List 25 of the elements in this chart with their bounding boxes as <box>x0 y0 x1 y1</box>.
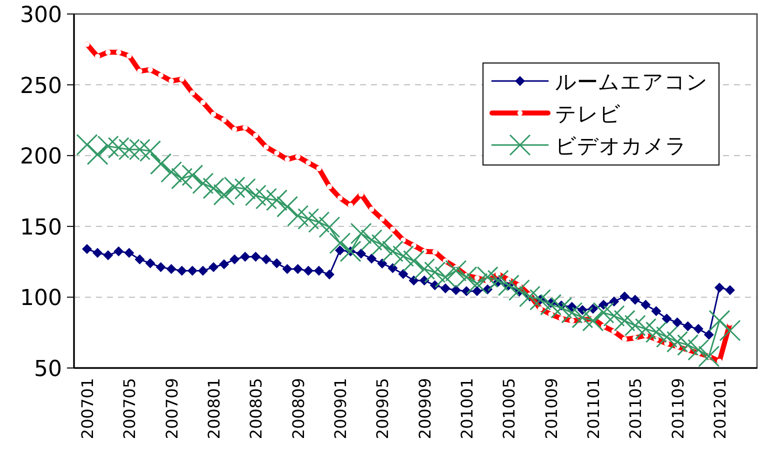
y-tick-label: 200 <box>20 144 62 170</box>
x-tick-label: 200805 <box>246 378 266 440</box>
x-tick-label: 200701 <box>78 378 97 440</box>
x-tick-label: 201101 <box>584 378 603 440</box>
y-tick-label: 150 <box>20 215 62 240</box>
x-tick-label: 201109 <box>668 378 688 440</box>
x-tick-label: 200709 <box>162 378 182 440</box>
x-tick-label: 201009 <box>542 378 561 440</box>
y-tick-label: 250 <box>20 74 62 99</box>
legend-label: ルームエアコン <box>555 70 708 94</box>
y-tick-label: 50 <box>34 357 62 382</box>
legend-label: テレビ <box>555 102 621 126</box>
x-tick-label: 200801 <box>204 378 224 440</box>
x-tick-label: 201105 <box>626 378 646 440</box>
x-tick-label: 200809 <box>288 378 308 440</box>
x-tick-label: 201005 <box>500 378 519 440</box>
x-tick-label: 200905 <box>373 378 392 440</box>
x-tick-label: 201201 <box>710 378 730 440</box>
y-tick-label: 300 <box>20 3 62 28</box>
x-tick-label: 200901 <box>330 378 350 440</box>
x-tick-label: 201001 <box>457 378 476 440</box>
x-tick-label: 200909 <box>415 378 434 440</box>
y-tick-label: 100 <box>20 286 62 312</box>
legend-label: ビデオカメラ <box>555 134 687 158</box>
x-tick-label: 200705 <box>120 378 140 440</box>
